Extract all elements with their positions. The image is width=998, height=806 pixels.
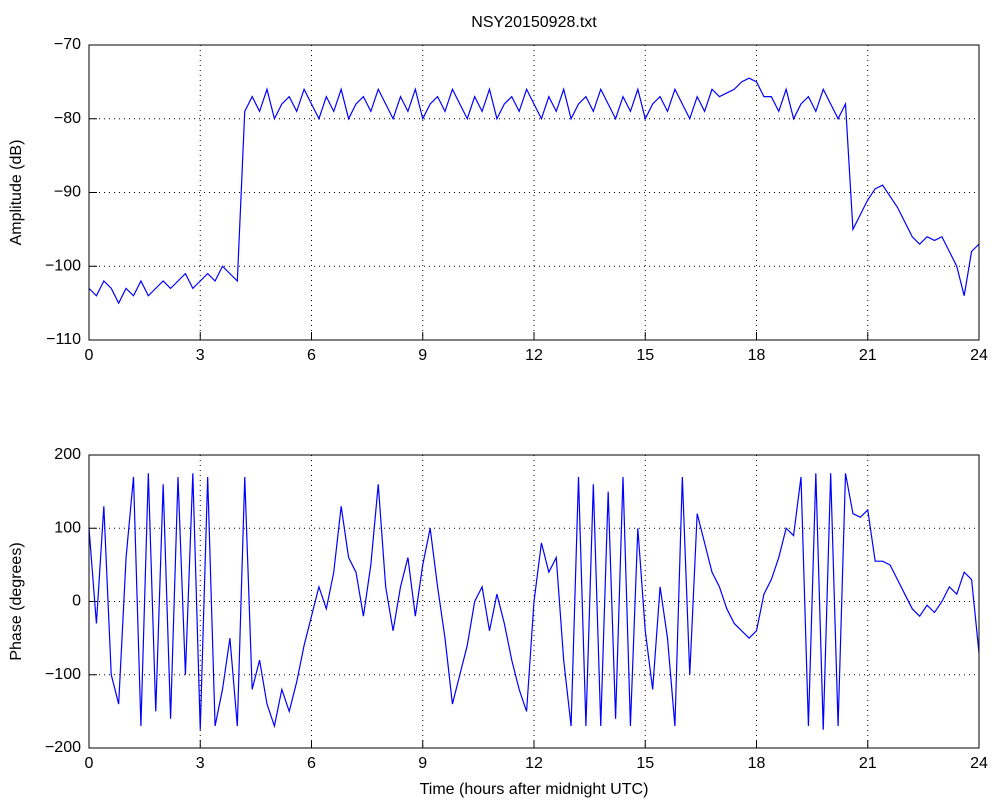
x-tick-label: 6 [307, 347, 316, 364]
x-axis-label: Time (hours after midnight UTC) [420, 781, 649, 798]
x-tick-label: 6 [307, 755, 316, 772]
y-tick-label: 0 [72, 593, 81, 610]
axes-box [88, 454, 980, 749]
y-tick-label: −90 [54, 184, 81, 201]
x-tick-label: 24 [970, 347, 988, 364]
x-tick-label: 0 [85, 755, 94, 772]
y-tick-label: −100 [45, 666, 81, 683]
y-tick-label: −80 [54, 110, 81, 127]
x-tick-label: 18 [748, 347, 766, 364]
x-tick-label: 15 [636, 347, 654, 364]
x-tick-label: 9 [418, 755, 427, 772]
y-tick-label: 200 [54, 446, 81, 463]
x-tick-label: 12 [525, 755, 543, 772]
y-axis-label: Phase (degrees) [8, 542, 25, 660]
x-tick-label: 21 [859, 755, 877, 772]
x-tick-label: 12 [525, 347, 543, 364]
y-axis-label: Amplitude (dB) [8, 140, 25, 246]
y-tick-label: −100 [45, 257, 81, 274]
x-tick-label: 3 [196, 347, 205, 364]
x-tick-label: 3 [196, 755, 205, 772]
x-tick-label: 0 [85, 347, 94, 364]
chart-title: NSY20150928.txt [471, 14, 597, 31]
data-line [88, 77, 980, 305]
x-tick-label: 9 [418, 347, 427, 364]
axes-box [88, 44, 980, 341]
x-tick-label: 15 [636, 755, 654, 772]
x-tick-label: 18 [748, 755, 766, 772]
y-tick-label: 100 [54, 519, 81, 536]
data-line [88, 473, 980, 730]
y-tick-label: −70 [54, 36, 81, 53]
y-tick-label: −200 [45, 739, 81, 756]
y-tick-label: −110 [46, 331, 81, 348]
x-tick-label: 24 [970, 755, 988, 772]
x-tick-label: 21 [859, 347, 877, 364]
